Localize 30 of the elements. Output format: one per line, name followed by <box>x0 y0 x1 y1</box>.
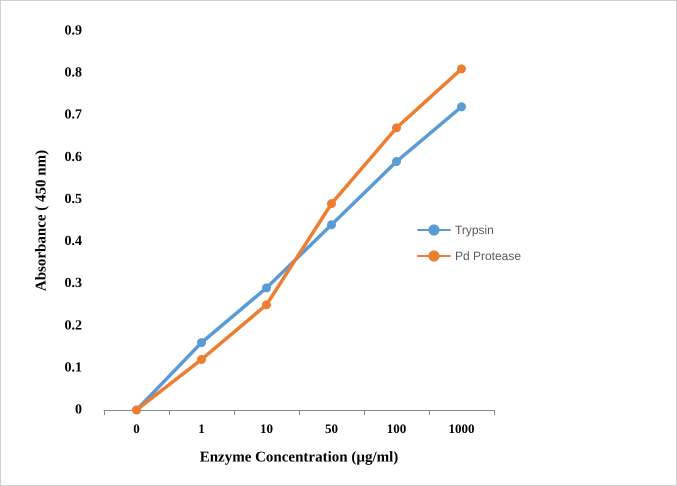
legend-label: Pd Protease <box>454 249 522 263</box>
point <box>197 338 206 348</box>
point <box>327 199 336 208</box>
y-tick-label: 0.5 <box>64 192 82 207</box>
point <box>392 123 401 132</box>
y-tick-label: 0.2 <box>64 318 82 334</box>
y-tick-label: 0.4 <box>64 234 82 250</box>
x-tick-label: 100 <box>386 421 406 436</box>
x-tick-label: 10 <box>260 421 273 436</box>
x-tick-label: 0 <box>133 421 140 436</box>
point <box>327 220 336 230</box>
point <box>457 64 466 74</box>
legend-label: Trypsin <box>454 223 494 237</box>
x-tick-label: 50 <box>325 421 338 436</box>
y-tick-label: 0.9 <box>64 24 82 38</box>
y-axis-title: Absorbance ( 450 nm) <box>34 150 50 292</box>
x-tick-label: 1000 <box>448 421 474 436</box>
y-tick-label: 0.3 <box>64 276 82 292</box>
y-tick-label: 0.1 <box>64 360 82 376</box>
point <box>262 300 271 310</box>
y-tick-label: 0 <box>75 402 82 418</box>
y-tick-label: 0.6 <box>64 150 82 165</box>
point <box>197 354 206 364</box>
x-tick-label: 1 <box>198 421 205 436</box>
point <box>392 157 401 166</box>
point <box>457 102 466 112</box>
y-tick-label: 0.7 <box>64 108 82 123</box>
y-tick-label: 0.8 <box>64 66 82 81</box>
x-axis-title: Enzyme Concentration (µg/ml) <box>200 450 398 466</box>
point <box>262 283 271 292</box>
